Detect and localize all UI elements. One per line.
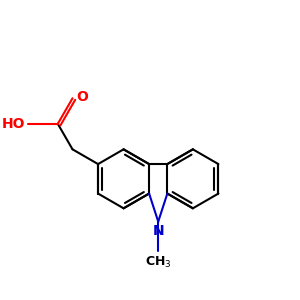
Text: HO: HO bbox=[2, 117, 26, 131]
Text: O: O bbox=[76, 90, 88, 104]
Text: N: N bbox=[152, 224, 164, 238]
Text: CH$_3$: CH$_3$ bbox=[145, 255, 172, 270]
